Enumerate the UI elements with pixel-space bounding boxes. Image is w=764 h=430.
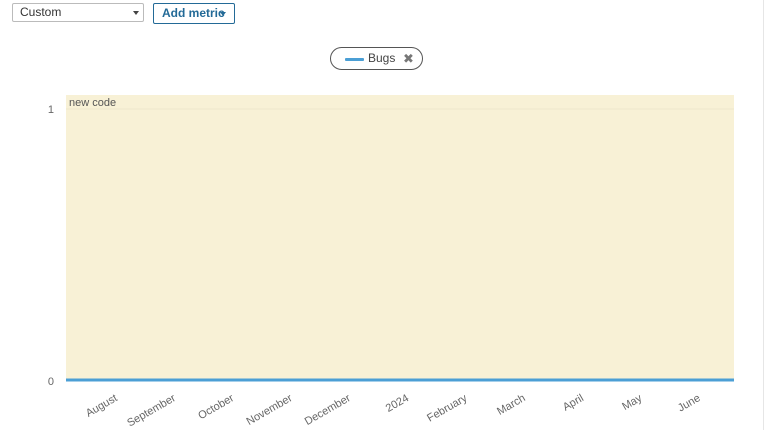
close-icon[interactable]: ✖ (403, 51, 414, 66)
chevron-down-icon (133, 11, 139, 15)
new-code-period-area (66, 95, 734, 381)
new-code-label: new code (69, 97, 116, 109)
series-swatch (345, 58, 364, 61)
x-tick-label: December (303, 392, 353, 428)
x-tick-label: September (125, 392, 178, 429)
x-tick-label: October (196, 392, 236, 422)
legend-item-label: Bugs (368, 51, 396, 65)
legend-item-bugs: Bugs ✖ (330, 47, 423, 70)
x-tick-label: August (84, 392, 120, 420)
add-metric-label: Add metric (162, 6, 225, 20)
x-tick-label: February (425, 392, 470, 425)
add-metric-button[interactable]: Add metric (153, 3, 235, 24)
y-tick-label: 0 (48, 376, 54, 388)
y-tick-label: 1 (48, 104, 54, 116)
x-tick-label: November (244, 392, 294, 428)
graph-preset-value: Custom (20, 5, 62, 19)
x-tick-label: April (561, 392, 586, 413)
x-tick-label: May (620, 392, 644, 413)
caret-down-icon (220, 12, 226, 16)
graph-preset-select[interactable]: Custom (12, 3, 144, 22)
x-tick-label: June (676, 392, 703, 414)
x-tick-label: 2024 (384, 392, 411, 415)
x-tick-label: March (495, 392, 527, 418)
